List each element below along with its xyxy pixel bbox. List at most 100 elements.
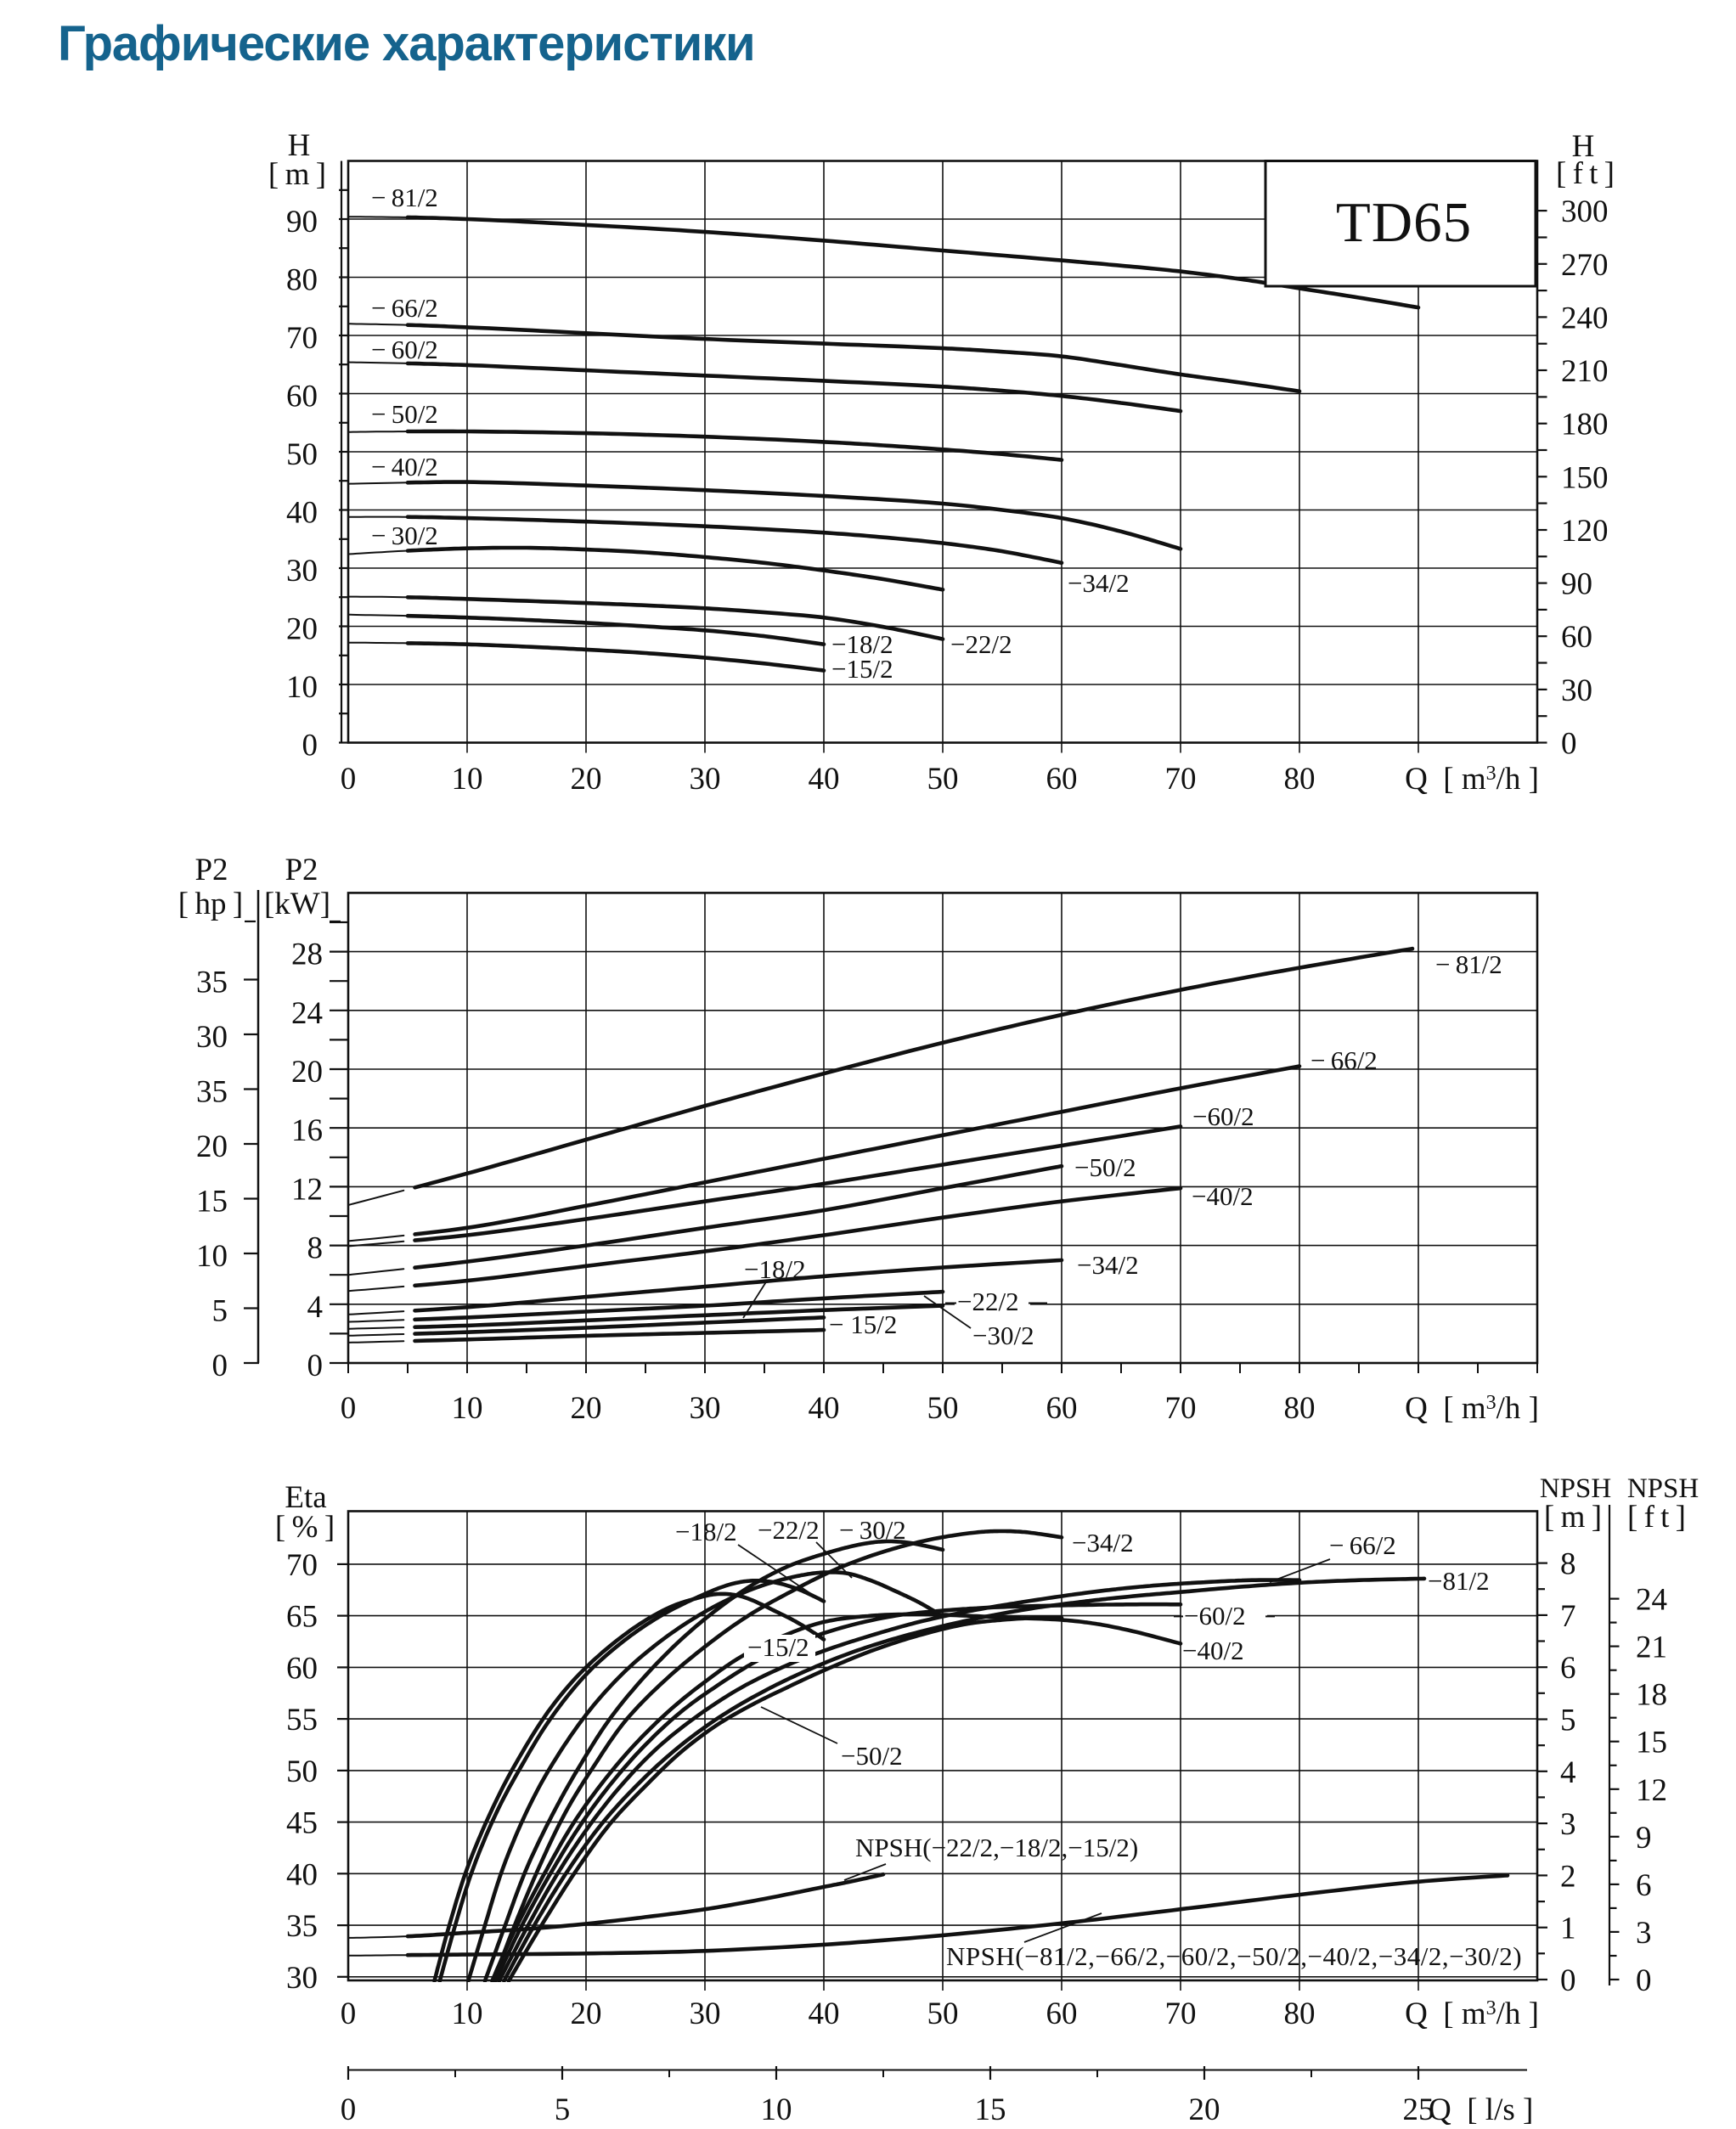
- svg-text:8: 8: [307, 1231, 324, 1266]
- svg-text:20: 20: [196, 1129, 228, 1164]
- svg-text:50: 50: [927, 762, 959, 797]
- svg-text:P2: P2: [194, 853, 228, 887]
- svg-text:1: 1: [1560, 1912, 1576, 1946]
- svg-text:20: 20: [571, 762, 602, 797]
- svg-text:40: 40: [809, 1391, 840, 1426]
- svg-text:150: 150: [1561, 460, 1609, 495]
- svg-text:2: 2: [1560, 1859, 1576, 1894]
- svg-text:− 40/2: − 40/2: [371, 452, 438, 482]
- svg-text:60: 60: [286, 1651, 318, 1686]
- svg-text:15: 15: [1636, 1726, 1667, 1760]
- svg-text:NPSH: NPSH: [1627, 1473, 1699, 1504]
- svg-text:− 30/2: − 30/2: [371, 521, 438, 550]
- svg-text:−50/2: −50/2: [1074, 1152, 1136, 1182]
- svg-text:[kW]: [kW]: [264, 887, 330, 921]
- svg-text:40: 40: [286, 1857, 318, 1892]
- svg-text:0: 0: [341, 762, 357, 797]
- svg-text:−18/2: −18/2: [744, 1254, 806, 1284]
- svg-text:− 60/2: − 60/2: [371, 335, 438, 364]
- svg-text:[ f t ]: [ f t ]: [1627, 1500, 1685, 1535]
- svg-text:NPSH: NPSH: [1540, 1473, 1611, 1504]
- svg-text:21: 21: [1636, 1631, 1667, 1665]
- svg-text:0: 0: [1636, 1963, 1652, 1998]
- svg-text:80: 80: [1284, 1997, 1316, 2031]
- svg-text:10: 10: [452, 1997, 483, 2031]
- svg-text:6: 6: [1560, 1651, 1576, 1686]
- svg-text:35: 35: [196, 966, 228, 1000]
- svg-text:−18/2: −18/2: [831, 629, 893, 659]
- svg-text:9: 9: [1636, 1821, 1652, 1856]
- svg-text:35: 35: [286, 1909, 318, 1944]
- svg-text:20: 20: [286, 612, 318, 647]
- svg-text:20: 20: [291, 1055, 323, 1090]
- svg-text:[ f t ]: [ f t ]: [1556, 156, 1614, 191]
- svg-text:0: 0: [1561, 727, 1577, 762]
- svg-text:−18/2: −18/2: [675, 1517, 737, 1546]
- svg-text:50: 50: [927, 1997, 959, 2031]
- svg-text:Графические характеристики: Графические характеристики: [58, 16, 755, 71]
- svg-text:5: 5: [212, 1294, 228, 1329]
- svg-text:[ m ]: [ m ]: [1544, 1500, 1602, 1535]
- svg-text:0: 0: [1560, 1963, 1576, 1998]
- svg-text:70: 70: [286, 321, 318, 356]
- svg-text:−22/2: −22/2: [758, 1515, 820, 1545]
- svg-text:0: 0: [212, 1349, 228, 1383]
- svg-text:− 66/2: − 66/2: [1329, 1530, 1396, 1560]
- svg-text:−30/2: −30/2: [972, 1321, 1034, 1350]
- svg-text:12: 12: [291, 1172, 323, 1207]
- svg-text:6: 6: [1636, 1868, 1652, 1903]
- svg-text:20: 20: [1189, 2092, 1220, 2125]
- svg-text:−50/2: −50/2: [841, 1741, 903, 1771]
- svg-text:70: 70: [286, 1548, 318, 1583]
- svg-text:0: 0: [341, 2092, 357, 2125]
- svg-text:30: 30: [1561, 673, 1592, 708]
- svg-text:− 66/2: − 66/2: [371, 293, 438, 323]
- svg-text:60: 60: [1046, 762, 1078, 797]
- svg-text:60: 60: [1046, 1997, 1078, 2031]
- svg-text:0: 0: [307, 1349, 324, 1383]
- svg-text:3: 3: [1560, 1807, 1576, 1842]
- svg-text:20: 20: [571, 1391, 602, 1426]
- svg-text:0: 0: [302, 729, 318, 763]
- svg-text:−15/2: −15/2: [747, 1632, 809, 1662]
- svg-text:55: 55: [286, 1703, 318, 1738]
- svg-text:H: H: [1572, 129, 1595, 164]
- svg-text:300: 300: [1561, 194, 1609, 229]
- svg-text:10: 10: [452, 1391, 483, 1426]
- svg-text:35: 35: [196, 1075, 228, 1110]
- svg-text:12: 12: [1636, 1773, 1667, 1808]
- svg-text:65: 65: [286, 1600, 318, 1635]
- svg-text:10: 10: [452, 762, 483, 797]
- svg-text:80: 80: [1284, 1391, 1316, 1426]
- svg-text:−34/2: −34/2: [1077, 1250, 1139, 1280]
- svg-text:−60/2: −60/2: [1192, 1101, 1254, 1131]
- svg-text:40: 40: [286, 496, 318, 531]
- svg-text:90: 90: [286, 205, 318, 239]
- svg-text:70: 70: [1165, 762, 1197, 797]
- svg-text:30: 30: [286, 1961, 318, 1996]
- svg-text:− 15/2: − 15/2: [829, 1310, 897, 1339]
- svg-text:−40/2: −40/2: [1182, 1636, 1244, 1665]
- svg-text:24: 24: [1636, 1583, 1667, 1618]
- svg-text:30: 30: [690, 1997, 721, 2031]
- svg-text:[ % ]: [ % ]: [275, 1510, 335, 1545]
- svg-text:25: 25: [1403, 2092, 1434, 2125]
- svg-text:80: 80: [1284, 762, 1316, 797]
- svg-text:−34/2: −34/2: [1072, 1528, 1134, 1557]
- svg-text:60: 60: [286, 380, 318, 414]
- svg-text:30: 30: [196, 1020, 228, 1055]
- svg-text:15: 15: [196, 1185, 228, 1219]
- svg-text:240: 240: [1561, 301, 1609, 335]
- svg-text:Eta: Eta: [285, 1480, 326, 1515]
- svg-text:− 66/2: − 66/2: [1310, 1045, 1378, 1075]
- svg-text:40: 40: [809, 762, 840, 797]
- svg-text:Q [ m3/h ]: Q [ m3/h ]: [1405, 1997, 1539, 2031]
- svg-text:18: 18: [1636, 1678, 1667, 1713]
- svg-text:7: 7: [1560, 1599, 1576, 1634]
- svg-text:−22/2: −22/2: [950, 629, 1012, 659]
- svg-text:50: 50: [286, 1754, 318, 1789]
- svg-text:3: 3: [1636, 1916, 1652, 1951]
- svg-text:− 50/2: − 50/2: [371, 399, 438, 429]
- svg-text:Q [ m3/h ]: Q [ m3/h ]: [1405, 1391, 1539, 1426]
- svg-text:180: 180: [1561, 408, 1609, 442]
